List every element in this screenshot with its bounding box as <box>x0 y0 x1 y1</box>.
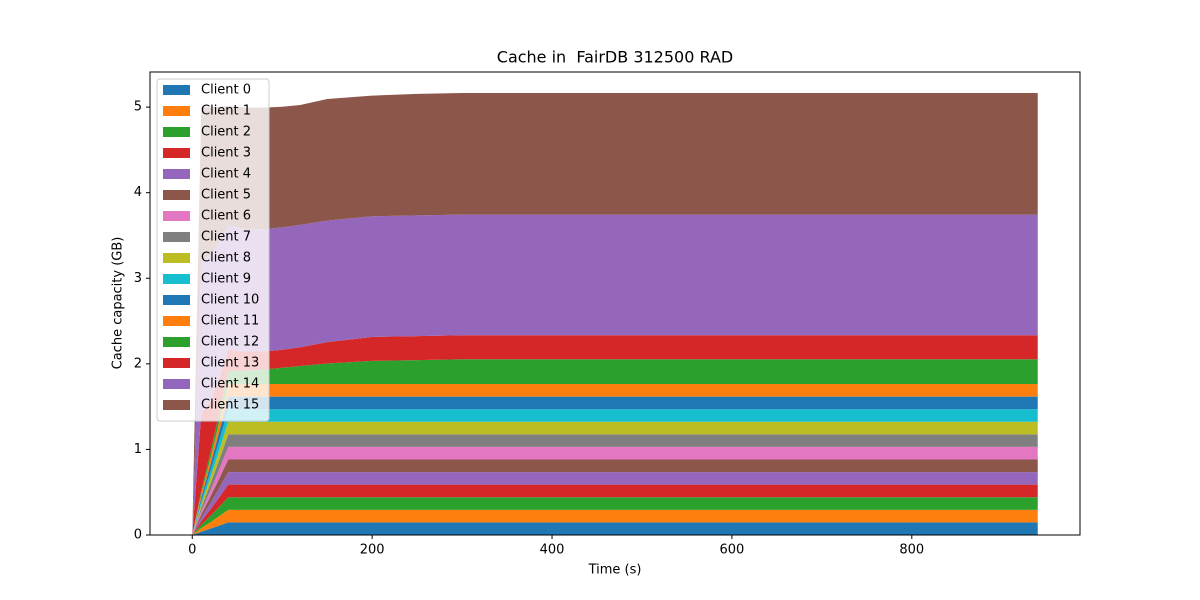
legend-swatch <box>163 211 190 221</box>
legend-swatch <box>163 358 190 368</box>
area <box>192 484 1038 535</box>
x-tick-label: 800 <box>899 543 924 558</box>
legend-label: Client 3 <box>201 146 251 161</box>
legend-swatch <box>163 190 190 200</box>
x-tick-label: 0 <box>188 543 196 558</box>
area <box>192 446 1038 535</box>
y-axis-label: Cache capacity (GB) <box>111 237 126 370</box>
legend-label: Client 9 <box>201 272 251 287</box>
legend-swatch <box>163 253 190 263</box>
area <box>192 509 1038 535</box>
chart-title: Cache in FairDB 312500 RAD <box>497 48 733 67</box>
legend-swatch <box>163 316 190 326</box>
x-tick-label: 400 <box>540 543 565 558</box>
y-tick-label: 0 <box>134 528 142 543</box>
area <box>192 522 1038 535</box>
legend-swatch <box>163 295 190 305</box>
area <box>192 421 1038 535</box>
area <box>192 459 1038 535</box>
legend-label: Client 14 <box>201 377 259 392</box>
legend-label: Client 2 <box>201 125 251 140</box>
legend-label: Client 1 <box>201 104 251 119</box>
legend-swatch <box>163 379 190 389</box>
legend-label: Client 7 <box>201 230 251 245</box>
y-tick-label: 4 <box>134 185 142 200</box>
area <box>192 472 1038 535</box>
legend-swatch <box>163 232 190 242</box>
legend-swatch <box>163 127 190 137</box>
legend-swatch <box>163 169 190 179</box>
x-tick-label: 600 <box>720 543 745 558</box>
legend: Client 0 Client 1 Client 2 Client 3 Client 4… <box>156 78 270 422</box>
y-tick-label: 5 <box>134 100 142 115</box>
y-tick-label: 2 <box>134 356 142 371</box>
legend-label: Client 4 <box>201 167 251 182</box>
legend-swatch <box>163 106 190 116</box>
legend-label: Client 5 <box>201 188 251 203</box>
legend-swatch <box>163 148 190 158</box>
plot-frame <box>149 71 1081 536</box>
legend-label: Client 10 <box>201 293 259 308</box>
legend-swatch <box>163 400 190 410</box>
legend-label: Client 11 <box>201 314 259 329</box>
legend-label: Client 8 <box>201 251 251 266</box>
x-axis-label: Time (s) <box>588 563 642 578</box>
legend-label: Client 13 <box>201 356 259 371</box>
legend-box <box>156 78 270 422</box>
legend-swatch <box>163 85 190 95</box>
x-tick-label: 200 <box>360 543 385 558</box>
area <box>192 214 1038 536</box>
legend-swatch <box>163 274 190 284</box>
y-tick-label: 3 <box>134 271 142 286</box>
area <box>192 335 1038 535</box>
area <box>192 497 1038 535</box>
legend-label: Client 0 <box>201 83 251 98</box>
legend-label: Client 12 <box>201 335 259 350</box>
y-tick-label: 1 <box>134 442 142 457</box>
legend-swatch <box>163 337 190 347</box>
area <box>192 93 1038 536</box>
legend-label: Client 15 <box>201 398 259 413</box>
area <box>192 359 1038 535</box>
area <box>192 409 1038 535</box>
legend-label: Client 6 <box>201 209 251 224</box>
area <box>192 434 1038 535</box>
